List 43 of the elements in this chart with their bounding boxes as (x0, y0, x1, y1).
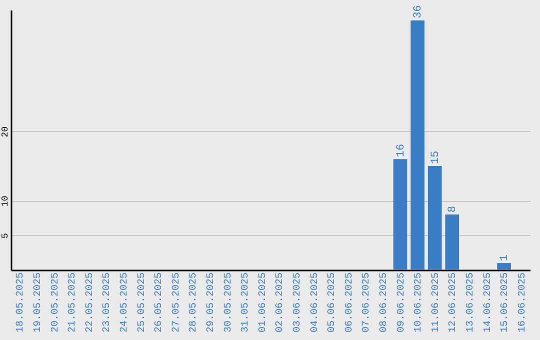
x-tick-label: 30.05.2025 (223, 272, 234, 333)
x-tick-label: 16.06.2025 (517, 272, 528, 333)
x-tick-label: 19.05.2025 (32, 272, 44, 333)
x-tick-label: 26.05.2025 (154, 272, 166, 333)
x-tick-label: 21.05.2025 (68, 272, 79, 333)
data-label: 15 (430, 150, 442, 164)
x-tick-label: 29.05.2025 (206, 272, 217, 333)
y-tick-label: 20 (0, 126, 10, 138)
x-tick-label: 25.05.2025 (136, 272, 148, 333)
x-tick-label: 15.06.2025 (500, 272, 512, 333)
data-label: 16 (395, 144, 408, 158)
x-tick-label: 06.06.2025 (344, 272, 356, 333)
bar (497, 263, 511, 270)
x-tick-label: 08.06.2025 (378, 272, 390, 333)
x-tick-label: 02.06.2025 (275, 272, 286, 333)
x-tick-label: 24.05.2025 (119, 272, 130, 333)
data-label: 8 (447, 206, 460, 213)
x-tick-label: 14.06.2025 (482, 272, 494, 333)
bar (428, 166, 442, 270)
x-tick-label: 22.05.2025 (84, 272, 96, 333)
y-tick-label: 10 (0, 196, 10, 207)
x-tick-label: 28.05.2025 (188, 272, 200, 333)
data-label: 36 (412, 5, 425, 18)
x-tick-label: 31.05.2025 (240, 272, 252, 333)
data-label: 1 (499, 254, 512, 262)
x-tick-label: 03.06.2025 (292, 272, 304, 333)
x-tick-label: 27.05.2025 (171, 272, 182, 333)
x-tick-label: 23.05.2025 (102, 272, 114, 333)
x-tick-label: 12.06.2025 (448, 272, 460, 333)
x-tick-label: 13.06.2025 (465, 272, 476, 333)
bar (393, 159, 408, 270)
x-tick-label: 18.05.2025 (16, 272, 27, 333)
bar (410, 20, 424, 270)
y-tick-label: 5 (0, 233, 10, 239)
x-tick-label: 07.06.2025 (362, 272, 373, 333)
x-tick-label: 04.06.2025 (310, 272, 321, 333)
x-tick-label: 10.06.2025 (414, 272, 425, 333)
x-tick-label: 11.06.2025 (430, 272, 442, 333)
x-tick-label: 09.06.2025 (396, 272, 408, 333)
x-tick-label: 05.06.2025 (327, 272, 338, 333)
bar (445, 214, 460, 270)
x-tick-label: 01.06.2025 (258, 272, 269, 333)
x-tick-label: 20.05.2025 (50, 272, 62, 333)
